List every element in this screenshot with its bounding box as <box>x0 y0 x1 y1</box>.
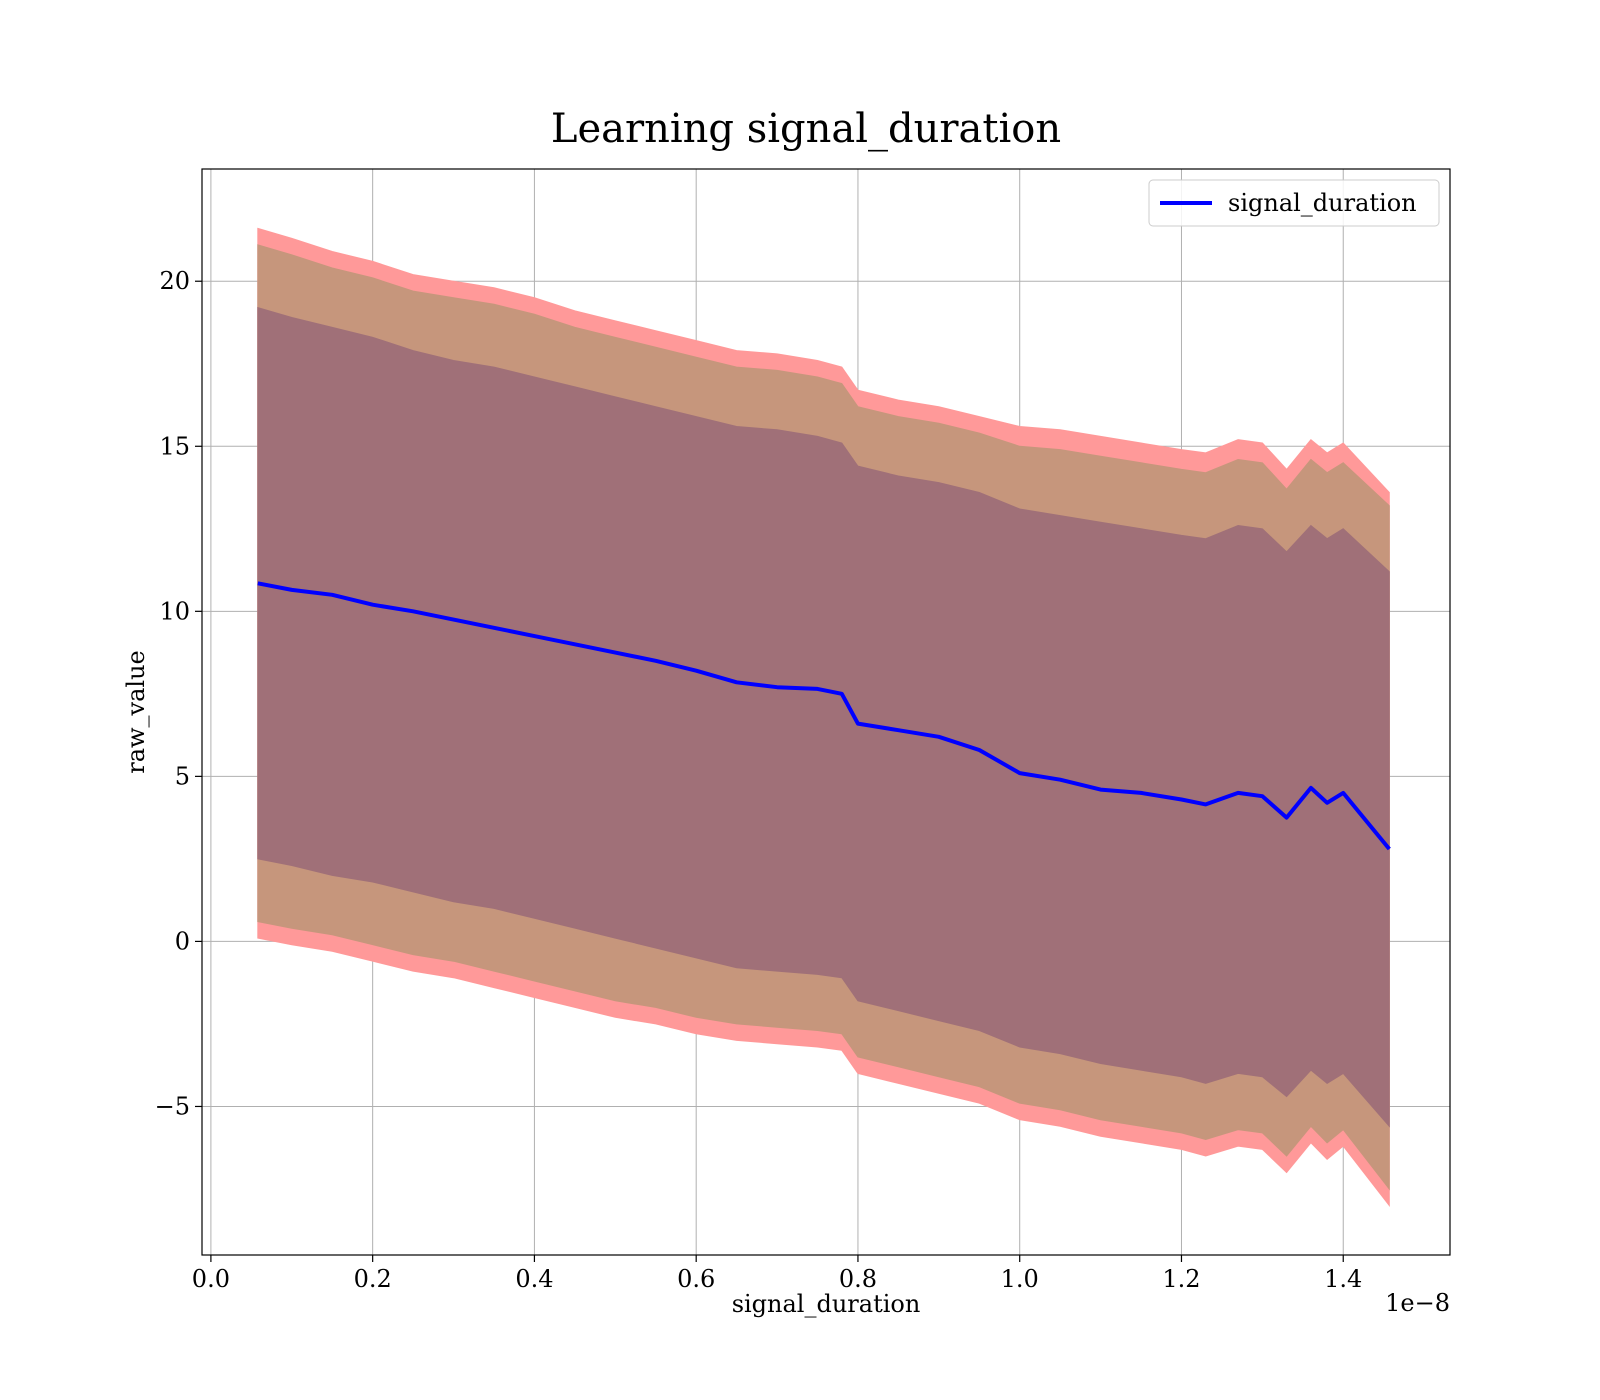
plot-frame <box>201 168 1451 1256</box>
series-lines <box>257 581 1391 851</box>
x-tick-label-5: 1.0 <box>1001 1265 1039 1293</box>
x-tick-label-6: 1.2 <box>1162 1265 1200 1293</box>
y-tick-label-1: 0 <box>175 927 190 955</box>
legend-label: signal_duration <box>1228 189 1417 217</box>
legend: signal_duration <box>1148 179 1440 227</box>
y-axis-ticks: −5 0 5 10 15 20 <box>155 267 202 1120</box>
band-inner <box>257 306 1390 1128</box>
confidence-bands <box>257 227 1390 1207</box>
series-line-0 <box>257 581 1391 851</box>
y-tick-label-2: 5 <box>175 762 190 790</box>
x-tick-label-0: 0.0 <box>192 1265 230 1293</box>
legend-box <box>1148 179 1440 227</box>
x-tick-label-7: 1.4 <box>1324 1265 1362 1293</box>
x-tick-label-3: 0.6 <box>677 1265 715 1293</box>
x-tick-label-1: 0.2 <box>354 1265 392 1293</box>
y-tick-label-3: 10 <box>159 597 190 625</box>
x-axis-label: signal_duration <box>732 1290 921 1318</box>
x-tick-label-4: 0.8 <box>839 1265 877 1293</box>
x-axis-ticks: 0.0 0.2 0.4 0.6 0.8 1.0 1.2 1.4 <box>192 1255 1362 1293</box>
x-tick-label-2: 0.4 <box>515 1265 553 1293</box>
chart-title: Learning signal_duration <box>551 106 1061 152</box>
y-tick-label-0: −5 <box>155 1092 190 1120</box>
y-axis-label: raw_value <box>122 650 150 774</box>
x-axis-offset-text: 1e−8 <box>1385 1289 1450 1317</box>
y-tick-label-4: 15 <box>159 432 190 460</box>
y-tick-label-5: 20 <box>159 267 190 295</box>
